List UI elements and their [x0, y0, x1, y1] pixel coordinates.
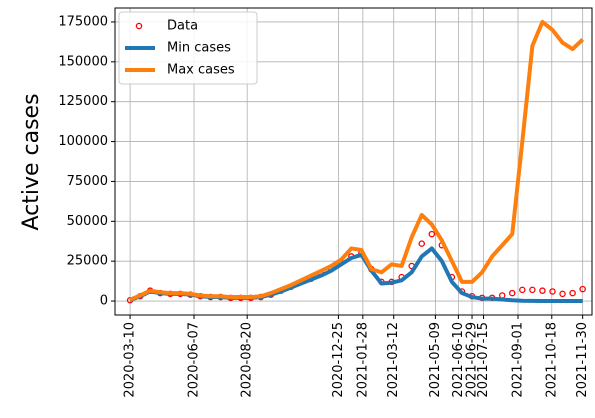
x-tick-label: 2021-07-15	[476, 322, 491, 398]
x-tick-label: 2021-11-30	[575, 322, 590, 398]
x-tick-label: 2021-09-01	[511, 322, 526, 398]
plot-frame	[114, 7, 593, 316]
x-tick-label: 2020-06-07	[187, 322, 202, 398]
x-tick-label: 2021-10-18	[544, 322, 559, 398]
x-tick-label: 2020-12-25	[331, 322, 346, 398]
data-point	[519, 286, 526, 294]
data-point	[569, 289, 576, 297]
x-tick-label: 2021-03-12	[386, 322, 401, 398]
x-tick-label: 2021-01-28	[355, 322, 370, 398]
data-point	[579, 285, 586, 293]
legend-label: Data	[167, 19, 198, 34]
data-point	[539, 287, 546, 294]
series-line	[129, 19, 585, 302]
y-tick-label: 75000	[67, 174, 108, 189]
y-tick-label: 150000	[58, 54, 108, 69]
y-tick-label: 100000	[58, 134, 108, 149]
x-tick-label: 2020-08-20	[240, 322, 255, 398]
y-tick-label: 50000	[67, 214, 108, 229]
data-point	[509, 289, 516, 297]
x-tick-label: 2020-03-10	[123, 322, 138, 398]
y-axis-label: Active cases	[19, 93, 44, 230]
y-tick-label: 25000	[67, 254, 108, 269]
data-point	[549, 288, 556, 295]
data-point	[418, 240, 425, 247]
legend-label: Min cases	[167, 41, 231, 56]
data-point	[529, 286, 536, 294]
legend-box	[118, 11, 258, 85]
x-tick-label: 2021-05-09	[428, 322, 443, 398]
data-point	[498, 292, 506, 299]
y-tick-label: 0	[100, 294, 108, 309]
legend-marker	[135, 22, 143, 30]
legend: Data Min cases Max cases	[118, 11, 258, 85]
y-tick-label: 125000	[58, 94, 108, 109]
data-point	[428, 230, 436, 238]
legend-label: Max cases	[167, 63, 235, 78]
y-tick-label: 175000	[58, 14, 108, 29]
data-point	[559, 290, 566, 298]
x-tick-label: 2021-06-10	[451, 322, 466, 398]
x-tick-label: 2021-06-29	[465, 322, 480, 398]
